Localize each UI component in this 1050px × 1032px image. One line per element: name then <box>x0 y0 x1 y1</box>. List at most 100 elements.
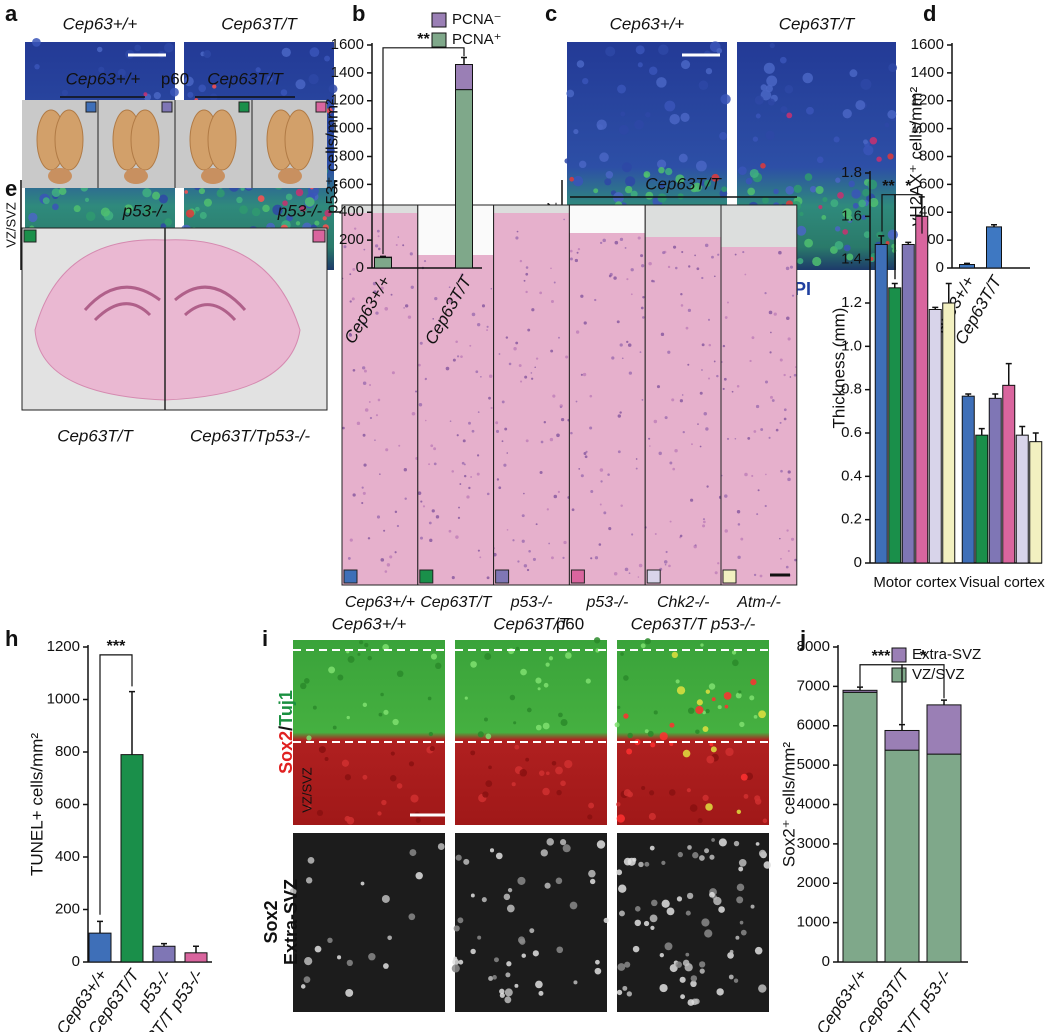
cell <box>504 427 508 431</box>
cell <box>618 884 627 893</box>
cell <box>763 62 775 74</box>
cell <box>589 426 593 430</box>
cell <box>685 326 689 330</box>
y-tick-label: 1000 <box>911 120 944 137</box>
cell <box>665 167 673 176</box>
cell <box>495 421 499 425</box>
cell <box>432 318 435 320</box>
cell <box>142 188 152 198</box>
cell <box>404 497 407 500</box>
cell <box>620 504 623 507</box>
cell <box>578 160 587 169</box>
error-bar <box>193 945 199 953</box>
genotype-key <box>495 569 510 584</box>
cell <box>585 678 591 684</box>
cell <box>717 253 720 256</box>
cell <box>618 124 629 135</box>
cell <box>711 838 715 842</box>
cell <box>743 793 749 799</box>
cell <box>362 366 366 370</box>
cell <box>632 945 640 953</box>
bar <box>120 754 144 963</box>
cell <box>344 815 351 822</box>
cell <box>458 506 460 509</box>
genotype-key <box>315 101 327 113</box>
cell <box>383 529 386 532</box>
cell <box>434 296 438 301</box>
cell <box>613 572 618 576</box>
panel-letter: h <box>5 626 18 651</box>
x-tick-label: Motor cortex <box>873 574 957 591</box>
label: Cep63T/T <box>207 69 284 88</box>
cell <box>658 451 662 456</box>
y-tick-label: 8000 <box>797 638 830 655</box>
cell <box>644 729 649 734</box>
cell <box>456 434 459 437</box>
cell <box>435 662 442 670</box>
y-tick-label: 0 <box>854 554 862 571</box>
cell <box>184 76 194 87</box>
cell <box>755 113 761 119</box>
label: VZ/SVZ <box>299 767 314 813</box>
label: Extra-SVZ <box>281 879 301 965</box>
cell <box>673 245 677 249</box>
cell <box>599 152 609 162</box>
cell <box>555 877 563 885</box>
cell <box>618 910 625 917</box>
cell <box>686 892 694 900</box>
y-tick-label: 800 <box>339 147 364 164</box>
cell <box>409 252 413 256</box>
cell <box>440 315 443 318</box>
cell <box>575 400 578 403</box>
cell <box>163 42 174 53</box>
cell <box>396 783 403 789</box>
cell <box>648 812 656 821</box>
cell <box>628 371 633 375</box>
column-label: Cep63+/+ <box>610 14 685 33</box>
cell <box>571 508 575 512</box>
cell <box>517 876 526 885</box>
cell <box>328 147 335 154</box>
error-bar <box>1005 362 1012 386</box>
cell <box>582 77 589 85</box>
cell <box>164 218 173 226</box>
cell <box>538 990 544 996</box>
cell <box>851 189 861 199</box>
cell <box>702 518 706 521</box>
y-tick-label: 1600 <box>331 36 364 53</box>
cell <box>411 411 416 416</box>
cell <box>477 935 482 940</box>
cell <box>362 491 366 495</box>
cell <box>501 400 505 404</box>
error-bar <box>932 306 939 310</box>
cell <box>644 173 649 178</box>
cell <box>394 510 398 514</box>
cell <box>749 168 759 178</box>
cell <box>368 384 372 387</box>
cell <box>537 687 541 691</box>
cell <box>722 387 725 391</box>
cell <box>724 316 728 319</box>
cell <box>758 849 767 858</box>
cell <box>494 957 499 963</box>
y-tick-label: 1.6 <box>841 207 862 224</box>
y-tick-label: 1600 <box>911 36 944 53</box>
cell <box>525 272 529 276</box>
cell <box>540 440 544 444</box>
panel-letter: b <box>352 1 365 26</box>
legend-swatch <box>891 647 907 663</box>
cell <box>863 139 868 145</box>
cell <box>560 719 568 727</box>
cell <box>760 89 772 101</box>
legend-label: Extra-SVZ <box>912 646 981 663</box>
cell <box>346 959 353 967</box>
histology <box>721 247 797 585</box>
cell <box>394 551 397 554</box>
bar <box>874 244 888 564</box>
cell <box>701 276 704 280</box>
micrograph <box>293 640 445 825</box>
cell <box>740 773 748 781</box>
cell <box>700 643 704 647</box>
cell <box>596 119 607 130</box>
